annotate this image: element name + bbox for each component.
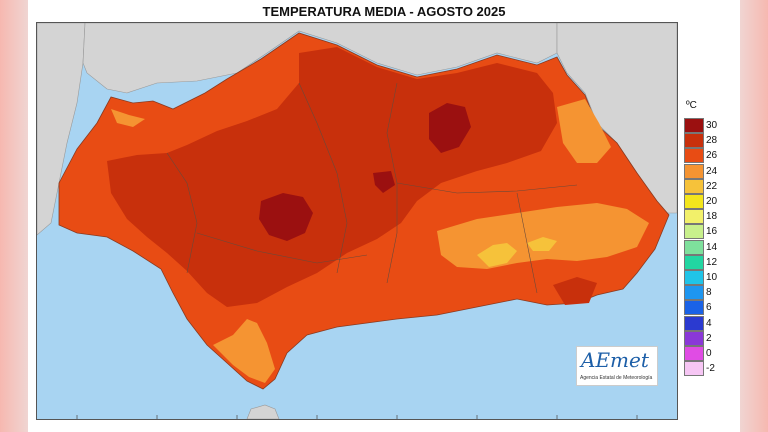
legend-entry: 2 xyxy=(684,330,736,346)
province-boundary xyxy=(516,192,538,294)
legend-swatch xyxy=(684,118,704,133)
legend-entry: 6 xyxy=(684,300,736,316)
legend-swatch xyxy=(684,194,704,209)
legend-swatch xyxy=(684,270,704,285)
legend-label: 8 xyxy=(706,287,712,299)
legend-entry: 0 xyxy=(684,346,736,361)
temperature-legend: ºC 30 28 26 24 22 20 18 16 14 12 10 8 6 4 2 0 -2 xyxy=(684,100,736,400)
hotspot-jaen xyxy=(429,103,471,153)
coast-24-26-west xyxy=(213,319,275,383)
legend-label: -2 xyxy=(706,363,715,375)
hotspot-guadalquivir xyxy=(259,193,313,241)
legend-entry: 14 xyxy=(684,239,736,255)
northeast-24-26 xyxy=(557,99,611,163)
legend-label: 22 xyxy=(706,180,718,192)
legend-label: 18 xyxy=(706,211,718,223)
map-figure: TEMPERATURA MEDIA - AGOSTO 2025 xyxy=(28,0,740,432)
left-blur-border xyxy=(0,0,28,432)
legend-swatch xyxy=(684,330,704,346)
northwest-24-26 xyxy=(111,109,145,127)
map-title: TEMPERATURA MEDIA - AGOSTO 2025 xyxy=(262,4,506,19)
legend-swatch xyxy=(684,300,704,316)
legend-entry: 30 xyxy=(684,118,736,133)
legend-swatch xyxy=(684,285,704,301)
legend-unit: ºC xyxy=(686,100,697,111)
legend-entry: 20 xyxy=(684,194,736,209)
sierra-22-24-east xyxy=(527,237,557,251)
legend-label: 30 xyxy=(706,120,718,131)
hotspot-cordoba xyxy=(373,171,395,193)
legend-swatch xyxy=(684,239,704,255)
legend-swatch xyxy=(684,209,704,225)
legend-entry: 22 xyxy=(684,178,736,194)
legend-label: 12 xyxy=(706,256,718,268)
province-boundary xyxy=(396,182,578,194)
province-boundary xyxy=(298,82,348,274)
legend-entry: 16 xyxy=(684,224,736,240)
legend-label: 24 xyxy=(706,165,718,177)
temperature-map xyxy=(37,23,677,419)
right-blur-border xyxy=(740,0,768,432)
legend-swatch xyxy=(684,178,704,194)
legend-entry: 24 xyxy=(684,163,736,179)
legend-label: 10 xyxy=(706,272,718,283)
legend-swatch xyxy=(684,254,704,270)
legend-label: 4 xyxy=(706,317,712,329)
province-boundary xyxy=(196,232,368,264)
legend-label: 28 xyxy=(706,135,718,147)
frame-ticks xyxy=(76,415,638,419)
aemet-logo: AEmet Agencia Estatal de Meteorología xyxy=(576,346,658,386)
legend-entry: 12 xyxy=(684,254,736,270)
legend-swatch xyxy=(684,346,704,361)
legend-label: 0 xyxy=(706,348,712,359)
africa-land xyxy=(246,404,280,419)
legend-entry: -2 xyxy=(684,361,736,377)
legend-entry: 28 xyxy=(684,133,736,149)
legend-entry: 18 xyxy=(684,209,736,225)
province-boundary xyxy=(166,152,198,274)
logo-subtitle: Agencia Estatal de Meteorología xyxy=(580,375,653,381)
spain-north-land xyxy=(82,23,558,94)
almeria-28-30 xyxy=(553,277,597,305)
legend-label: 20 xyxy=(706,196,718,207)
legend-swatch xyxy=(684,148,704,164)
legend-swatch xyxy=(684,163,704,179)
legend-swatch xyxy=(684,224,704,240)
logo-name: AEmet xyxy=(581,348,649,372)
sierra-nevada-22-24 xyxy=(477,243,517,267)
map-panel[interactable] xyxy=(36,22,678,420)
legend-swatch xyxy=(684,133,704,149)
legend-label: 2 xyxy=(706,332,712,344)
legend-label: 26 xyxy=(706,150,718,162)
legend-entry: 26 xyxy=(684,148,736,164)
legend-swatch xyxy=(684,315,704,331)
legend-label: 14 xyxy=(706,241,718,253)
legend-label: 16 xyxy=(706,226,718,238)
legend-entry: 10 xyxy=(684,270,736,285)
legend-swatch xyxy=(684,361,704,377)
legend-label: 6 xyxy=(706,302,712,314)
legend-entry: 8 xyxy=(684,285,736,301)
legend-entry: 4 xyxy=(684,315,736,331)
